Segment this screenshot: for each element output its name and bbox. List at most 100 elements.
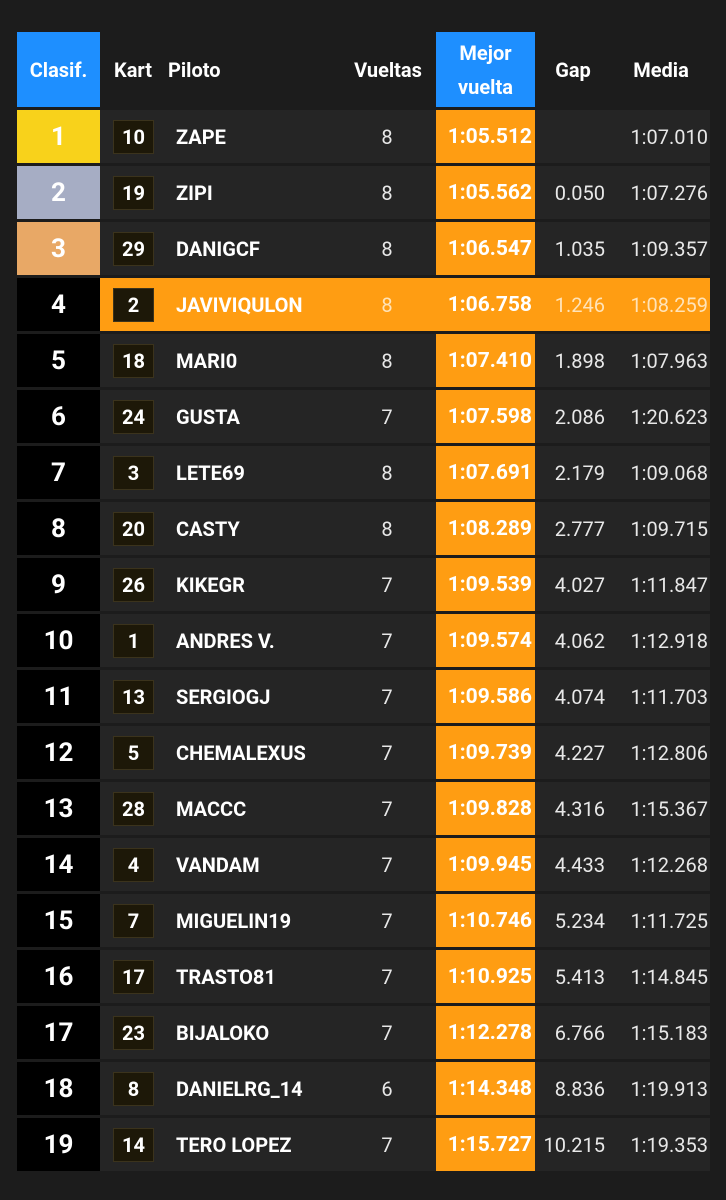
position: 8 — [17, 502, 100, 555]
kart-number: 7 — [113, 904, 154, 938]
row-background — [100, 670, 710, 723]
laps: 8 — [381, 180, 393, 205]
laps: 7 — [381, 740, 393, 765]
laps: 8 — [381, 124, 393, 149]
best-lap: 1:09.739 — [436, 726, 535, 779]
row-background — [100, 334, 710, 387]
gap: 8.836 — [554, 1076, 605, 1101]
gap: 10.215 — [543, 1132, 605, 1157]
kart-number: 28 — [113, 792, 154, 826]
row-background — [100, 390, 710, 443]
driver-name: MIGUELIN19 — [176, 908, 292, 933]
best-lap: 1:09.586 — [436, 670, 535, 723]
laps: 8 — [381, 348, 393, 373]
average-lap: 1:08.259 — [630, 292, 708, 317]
driver-name: SERGIOGJ — [176, 684, 271, 709]
average-lap: 1:07.276 — [630, 180, 708, 205]
driver-name: VANDAM — [176, 852, 260, 877]
row-background — [100, 726, 710, 779]
row-background — [100, 614, 710, 667]
driver-name: KIKEGR — [176, 572, 245, 597]
row-background — [100, 222, 710, 275]
position: 1 — [17, 110, 100, 163]
driver-name: CASTY — [176, 516, 240, 541]
header-cell: Media — [633, 57, 689, 82]
gap: 5.234 — [554, 908, 605, 933]
driver-name: ANDRES V. — [176, 628, 275, 653]
laps: 7 — [381, 796, 393, 821]
driver-name: MACCC — [176, 796, 247, 821]
gap: 2.086 — [554, 404, 605, 429]
best-lap: 1:08.289 — [436, 502, 535, 555]
best-lap: 1:12.278 — [436, 1006, 535, 1059]
driver-name: GUSTA — [176, 404, 240, 429]
kart-number: 4 — [113, 848, 154, 882]
laps: 7 — [381, 852, 393, 877]
best-lap: 1:05.512 — [436, 110, 535, 163]
gap: 1.898 — [554, 348, 605, 373]
average-lap: 1:09.357 — [630, 236, 708, 261]
position: 9 — [17, 558, 100, 611]
row-background — [100, 446, 710, 499]
average-lap: 1:07.963 — [630, 348, 708, 373]
best-lap: 1:09.539 — [436, 558, 535, 611]
gap: 4.227 — [554, 740, 605, 765]
average-lap: 1:11.847 — [630, 572, 708, 597]
header-cell: Clasif. — [17, 32, 100, 107]
best-lap: 1:10.925 — [436, 950, 535, 1003]
laps: 7 — [381, 964, 393, 989]
position: 18 — [17, 1062, 100, 1115]
kart-number: 13 — [113, 680, 154, 714]
position: 4 — [17, 278, 100, 331]
laps: 6 — [381, 1076, 393, 1101]
kart-number: 18 — [113, 344, 154, 378]
average-lap: 1:15.183 — [630, 1020, 708, 1045]
row-background — [100, 110, 710, 163]
gap: 4.074 — [554, 684, 605, 709]
driver-name: ZAPE — [176, 124, 226, 149]
row-background — [100, 558, 710, 611]
best-lap: 1:09.574 — [436, 614, 535, 667]
average-lap: 1:12.268 — [630, 852, 708, 877]
average-lap: 1:15.367 — [630, 796, 708, 821]
row-background — [100, 1118, 710, 1171]
position: 14 — [17, 838, 100, 891]
gap: 4.062 — [554, 628, 605, 653]
best-lap: 1:06.547 — [436, 222, 535, 275]
row-background — [100, 502, 710, 555]
row-background — [100, 1062, 710, 1115]
laps: 7 — [381, 628, 393, 653]
kart-number: 3 — [113, 456, 154, 490]
kart-number: 29 — [113, 232, 154, 266]
position: 3 — [17, 222, 100, 275]
average-lap: 1:19.913 — [630, 1076, 708, 1101]
driver-name: JAVIVIQULON — [176, 292, 303, 317]
row-background — [100, 894, 710, 947]
laps: 7 — [381, 1020, 393, 1045]
driver-name: DANIELRG_14 — [176, 1076, 303, 1101]
driver-name: TRASTO81 — [176, 964, 276, 989]
row-background — [100, 278, 710, 331]
laps: 7 — [381, 1132, 393, 1157]
gap: 4.433 — [554, 852, 605, 877]
kart-number: 14 — [113, 1128, 154, 1162]
laps: 8 — [381, 292, 393, 317]
best-lap: 1:09.828 — [436, 782, 535, 835]
average-lap: 1:11.703 — [630, 684, 708, 709]
average-lap: 1:09.715 — [630, 516, 708, 541]
gap: 2.777 — [554, 516, 605, 541]
kart-number: 26 — [113, 568, 154, 602]
position: 11 — [17, 670, 100, 723]
driver-name: MARI0 — [176, 348, 238, 373]
average-lap: 1:11.725 — [630, 908, 708, 933]
average-lap: 1:20.623 — [630, 404, 708, 429]
best-lap: 1:07.410 — [436, 334, 535, 387]
kart-number: 2 — [113, 288, 154, 322]
best-lap: 1:15.727 — [436, 1118, 535, 1171]
row-background — [100, 782, 710, 835]
kart-number: 1 — [113, 624, 154, 658]
gap: 1.246 — [554, 292, 605, 317]
kart-number: 17 — [113, 960, 154, 994]
row-background — [100, 950, 710, 1003]
best-lap: 1:07.691 — [436, 446, 535, 499]
